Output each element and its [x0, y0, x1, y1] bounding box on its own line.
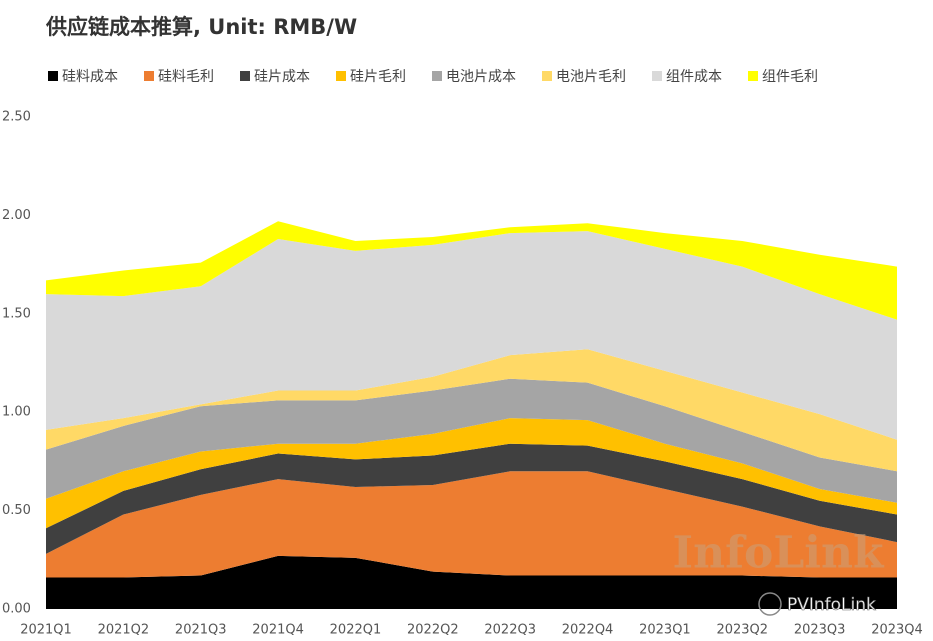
legend-label: 硅料成本 — [62, 69, 118, 85]
x-tick-label: 2021Q4 — [252, 623, 304, 638]
legend-swatch — [542, 71, 552, 81]
x-tick-label: 2022Q4 — [562, 623, 614, 638]
x-tick-label: 2023Q2 — [716, 623, 768, 638]
legend-label: 硅料毛利 — [158, 69, 214, 85]
y-tick-label: 1.50 — [2, 306, 31, 321]
legend-label: 硅片毛利 — [350, 69, 406, 85]
legend-swatch — [748, 71, 758, 81]
x-tick-label: 2021Q3 — [175, 623, 227, 638]
legend-label: 硅片成本 — [254, 69, 310, 85]
area — [46, 471, 897, 578]
area — [46, 418, 897, 529]
area — [46, 349, 897, 472]
y-tick-label: 0.50 — [2, 503, 31, 518]
legend-swatch — [336, 71, 346, 81]
legend-label: 电池片成本 — [446, 69, 516, 85]
chart-title: 供应链成本推算, Unit: RMB/W — [45, 15, 357, 39]
area — [46, 221, 897, 320]
source-icon — [758, 592, 782, 616]
legend-swatch — [240, 71, 250, 81]
area — [46, 555, 897, 609]
x-tick-label: 2023Q4 — [871, 623, 923, 638]
y-tick-label: 2.00 — [2, 208, 31, 223]
area — [46, 231, 897, 440]
watermark: InfoLink — [673, 528, 885, 579]
x-tick-label: 2023Q1 — [639, 623, 691, 638]
legend-label: 组件毛利 — [762, 69, 818, 85]
legend-swatch — [432, 71, 442, 81]
x-tick-label: 2021Q2 — [98, 623, 150, 638]
x-tick-label: 2022Q2 — [407, 623, 459, 638]
legend-label: 电池片毛利 — [556, 69, 626, 85]
source-label: PVInfoLink — [787, 595, 876, 615]
area — [46, 443, 897, 554]
x-tick-label: 2022Q3 — [484, 623, 536, 638]
x-tick-label: 2023Q3 — [794, 623, 846, 638]
y-tick-label: 0.00 — [2, 602, 31, 617]
legend-swatch — [652, 71, 662, 81]
legend-swatch — [48, 71, 58, 81]
y-tick-label: 1.00 — [2, 405, 31, 420]
legend-swatch — [144, 71, 154, 81]
legend-label: 组件成本 — [666, 69, 722, 85]
x-tick-label: 2022Q1 — [330, 623, 382, 638]
x-tick-label: 2021Q1 — [20, 623, 72, 638]
y-tick-label: 2.50 — [2, 110, 31, 125]
area — [46, 378, 897, 503]
